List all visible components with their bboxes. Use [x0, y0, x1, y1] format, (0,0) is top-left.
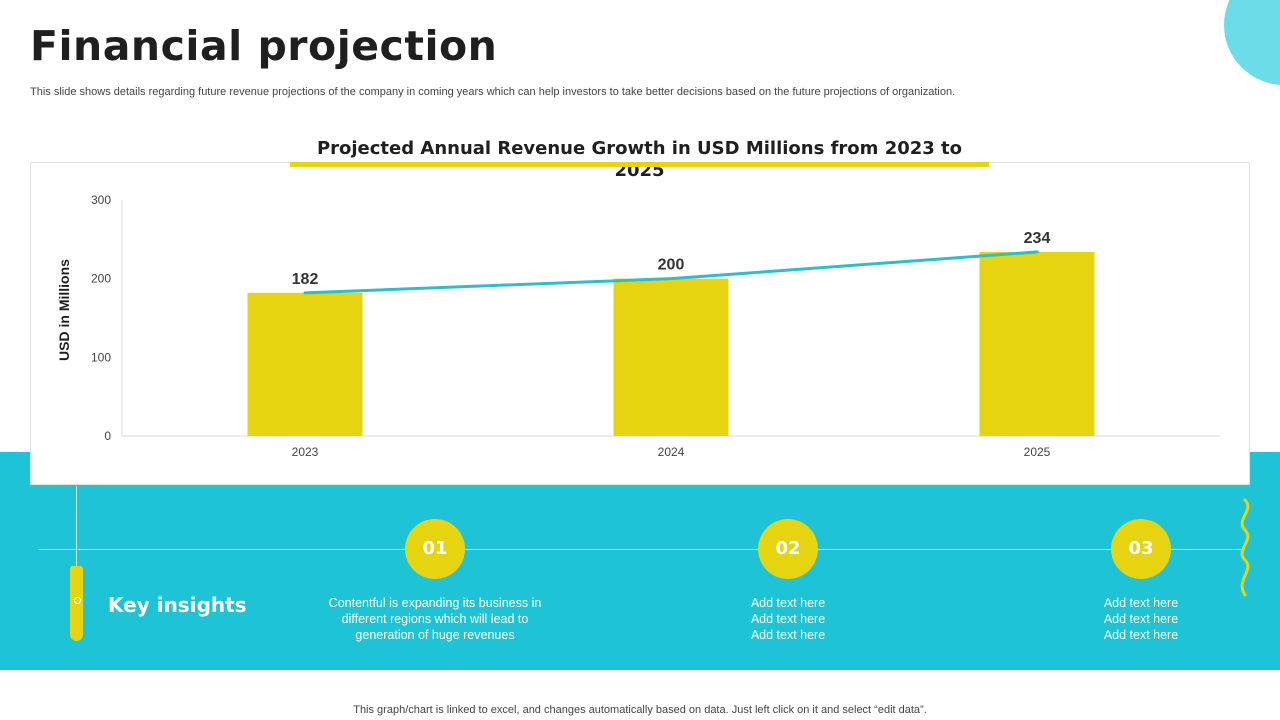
chart-title-underline	[290, 162, 989, 167]
bar-2023[interactable]	[247, 292, 363, 436]
step-02-text[interactable]: Add text here Add text here Add text her…	[658, 595, 918, 643]
y-tick-label: 100	[91, 350, 111, 364]
step-03-line-1: Add text here	[1103, 596, 1179, 610]
chart-title: Projected Annual Revenue Growth in USD M…	[290, 138, 989, 181]
step-02-line-2: Add text here	[750, 612, 826, 626]
step-02-line-3: Add text here	[750, 628, 826, 642]
step-02-badge: 02	[758, 519, 818, 579]
page-subtitle: This slide shows details regarding futur…	[30, 86, 956, 98]
x-tick-labels: 2023 2024 2025	[292, 445, 1051, 459]
step-03-line-3: Add text here	[1103, 628, 1179, 642]
step-01-line-3: generation of huge revenues	[355, 628, 515, 642]
trendline-series	[303, 250, 1039, 295]
pin-line	[76, 486, 77, 568]
timeline-line	[38, 549, 1242, 550]
x-tick-label: 2025	[1024, 445, 1051, 459]
value-label: 200	[658, 257, 685, 274]
page-title: Financial projection	[30, 22, 498, 70]
y-tick-label: 0	[104, 429, 111, 443]
x-tick-label: 2023	[292, 445, 319, 459]
bars	[247, 251, 1095, 436]
wave-decoration	[1240, 498, 1250, 597]
insights-band	[0, 452, 1280, 670]
value-labels: 182 200 234	[292, 230, 1051, 288]
step-03-text[interactable]: Add text here Add text here Add text her…	[1011, 595, 1271, 643]
pin-hole	[74, 597, 81, 604]
value-label: 234	[1024, 230, 1051, 247]
value-label: 182	[292, 271, 319, 288]
step-01-line-2: different regions which will lead to	[341, 612, 529, 626]
step-03-line-2: Add text here	[1103, 612, 1179, 626]
trendline	[303, 250, 1039, 295]
x-tick-label: 2024	[658, 445, 685, 459]
step-03-badge: 03	[1111, 519, 1171, 579]
bar-2025[interactable]	[979, 251, 1095, 436]
footer-note: This graph/chart is linked to excel, and…	[353, 704, 927, 716]
y-tick-label: 300	[91, 193, 111, 207]
bar-2024[interactable]	[613, 278, 729, 436]
y-tick-label: 200	[91, 272, 111, 286]
step-01-line-1: Contentful is expanding its business in	[328, 596, 542, 610]
y-ticks: 0 100 200 300	[91, 193, 111, 443]
step-02-line-1: Add text here	[750, 596, 826, 610]
step-01-badge: 01	[405, 519, 465, 579]
key-insights-heading: Key insights	[108, 593, 247, 617]
y-axis-label: USD in Millions	[56, 259, 72, 361]
step-01-text[interactable]: Contentful is expanding its business in …	[305, 595, 565, 643]
